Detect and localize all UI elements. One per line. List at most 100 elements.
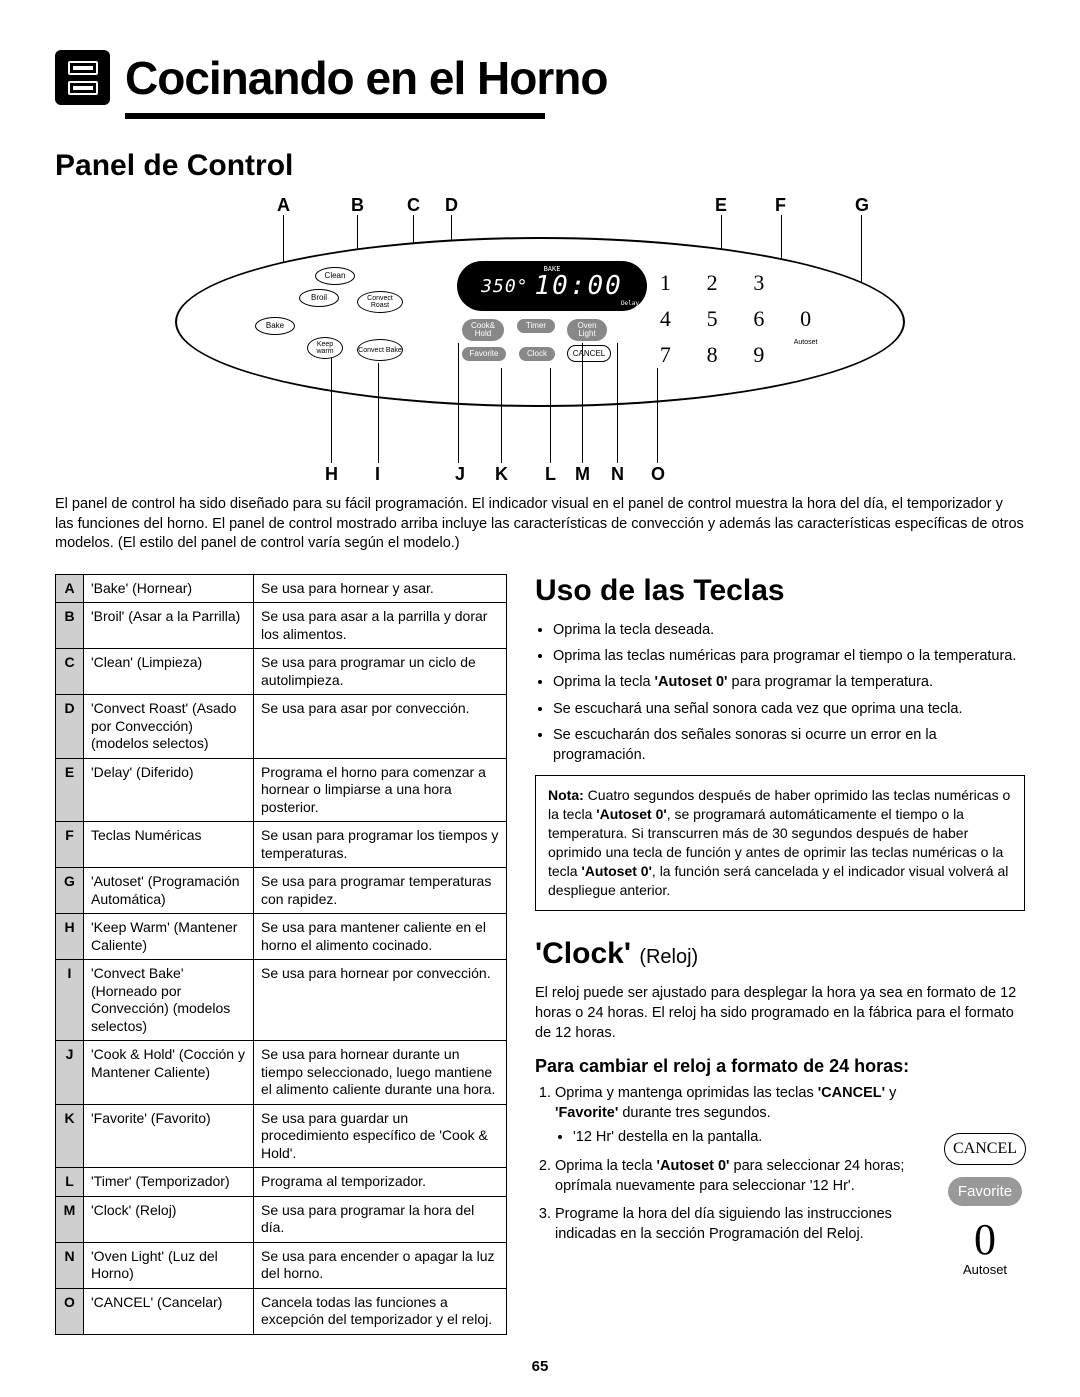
table-key: A bbox=[56, 574, 84, 603]
table-key: J bbox=[56, 1041, 84, 1105]
callout-L: L bbox=[545, 464, 556, 485]
favorite-icon: Favorite bbox=[948, 1177, 1022, 1206]
callout-F: F bbox=[775, 195, 786, 216]
reference-table: A'Bake' (Hornear)Se usa para hornear y a… bbox=[55, 574, 507, 1335]
table-key: I bbox=[56, 960, 84, 1041]
main-title: Cocinando en el Horno bbox=[125, 51, 607, 105]
lcd-temp: 350° bbox=[481, 276, 528, 297]
clock-title-main: 'Clock' bbox=[535, 937, 631, 970]
clock-pad[interactable]: Clock bbox=[519, 347, 555, 361]
cook-hold-pad[interactable]: Cook& Hold bbox=[462, 319, 504, 341]
table-name: Teclas Numéricas bbox=[84, 822, 254, 868]
lcd-mode: BAKE bbox=[544, 265, 561, 273]
table-name: 'Keep Warm' (Mantener Caliente) bbox=[84, 914, 254, 960]
callout-C: C bbox=[407, 195, 420, 216]
callout-A: A bbox=[277, 195, 290, 216]
section-control-panel-title: Panel de Control bbox=[55, 149, 1025, 183]
uso-bullet: Se escuchará una señal sonora cada vez q… bbox=[553, 699, 1025, 719]
uso-bullet: Oprima las teclas numéricas para program… bbox=[553, 646, 1025, 666]
title-rule bbox=[125, 113, 545, 119]
clock-step: Oprima y mantenga oprimidas las teclas '… bbox=[555, 1083, 915, 1148]
bake-pad[interactable]: Bake bbox=[255, 317, 295, 335]
intro-paragraph: El panel de control ha sido diseñado par… bbox=[55, 495, 1025, 554]
table-desc: Se usa para asar a la parrilla y dorar l… bbox=[254, 603, 507, 649]
table-desc: Se usan para programar los tiempos y tem… bbox=[254, 822, 507, 868]
key-4[interactable]: 4 bbox=[648, 303, 683, 335]
callout-O: O bbox=[651, 464, 665, 485]
key-7[interactable]: 7 bbox=[648, 339, 683, 371]
table-key: O bbox=[56, 1288, 84, 1334]
table-desc: Programa el horno para comenzar a hornea… bbox=[254, 758, 507, 822]
table-desc: Se usa para mantener caliente en el horn… bbox=[254, 914, 507, 960]
table-desc: Se usa para hornear y asar. bbox=[254, 574, 507, 603]
autoset-icon-label: Autoset bbox=[963, 1262, 1007, 1277]
clock-title-sub: (Reloj) bbox=[639, 946, 698, 968]
clean-pad[interactable]: Clean bbox=[315, 267, 355, 285]
table-key: K bbox=[56, 1104, 84, 1168]
cancel-pad[interactable]: CANCEL bbox=[567, 345, 611, 362]
table-desc: Se usa para asar por convección. bbox=[254, 695, 507, 759]
table-key: C bbox=[56, 649, 84, 695]
key-2[interactable]: 2 bbox=[695, 267, 730, 299]
timer-pad[interactable]: Timer bbox=[517, 319, 555, 333]
zero-icon: 0 bbox=[963, 1218, 1007, 1262]
clock-step-sub: '12 Hr' destella en la pantalla. bbox=[573, 1127, 915, 1147]
table-name: 'Clock' (Reloj) bbox=[84, 1196, 254, 1242]
lcd-delay: Delay bbox=[621, 300, 639, 307]
callout-B: B bbox=[351, 195, 364, 216]
uso-bullet: Oprima la tecla deseada. bbox=[553, 620, 1025, 640]
convect-roast-pad[interactable]: Convect Roast bbox=[357, 291, 403, 313]
key-0[interactable]: 0 bbox=[788, 303, 823, 335]
table-name: 'CANCEL' (Cancelar) bbox=[84, 1288, 254, 1334]
table-name: 'Cook & Hold' (Cocción y Mantener Calien… bbox=[84, 1041, 254, 1105]
convect-bake-pad[interactable]: Convect Bake bbox=[357, 339, 403, 361]
keepwarm-pad[interactable]: Keep warm bbox=[307, 337, 343, 359]
clock-title: 'Clock' (Reloj) bbox=[535, 937, 1025, 971]
table-name: 'Timer' (Temporizador) bbox=[84, 1168, 254, 1197]
callout-D: D bbox=[445, 195, 458, 216]
key-5[interactable]: 5 bbox=[695, 303, 730, 335]
key-8[interactable]: 8 bbox=[695, 339, 730, 371]
key-1[interactable]: 1 bbox=[648, 267, 683, 299]
favorite-pad[interactable]: Favorite bbox=[462, 347, 506, 361]
table-name: 'Oven Light' (Luz del Horno) bbox=[84, 1242, 254, 1288]
callout-H: H bbox=[325, 464, 338, 485]
table-name: 'Favorite' (Favorito) bbox=[84, 1104, 254, 1168]
key-6[interactable]: 6 bbox=[742, 303, 777, 335]
lcd-time: 10:00 bbox=[535, 271, 623, 301]
table-desc: Se usa para hornear durante un tiempo se… bbox=[254, 1041, 507, 1105]
broil-pad[interactable]: Broil bbox=[299, 289, 339, 307]
table-name: 'Convect Bake' (Horneado por Convección)… bbox=[84, 960, 254, 1041]
table-desc: Se usa para programar la hora del día. bbox=[254, 1196, 507, 1242]
table-key: G bbox=[56, 868, 84, 914]
table-key: E bbox=[56, 758, 84, 822]
numeric-keypad[interactable]: 1 2 3 4 5 6 0 7 8 9 Autoset bbox=[648, 267, 823, 371]
table-name: 'Bake' (Hornear) bbox=[84, 574, 254, 603]
table-desc: Se usa para programar temperaturas con r… bbox=[254, 868, 507, 914]
table-name: 'Autoset' (Programación Automática) bbox=[84, 868, 254, 914]
table-key: L bbox=[56, 1168, 84, 1197]
control-panel-diagram: A B C D E F G Clean Broil Bake Keep warm… bbox=[55, 195, 1025, 485]
lcd-display: BAKE 350° 10:00 Delay bbox=[457, 261, 647, 311]
table-desc: Cancela todas las funciones a excepción … bbox=[254, 1288, 507, 1334]
uso-title: Uso de las Teclas bbox=[535, 574, 1025, 608]
callout-I: I bbox=[375, 464, 380, 485]
callout-G: G bbox=[855, 195, 869, 216]
table-key: D bbox=[56, 695, 84, 759]
table-key: H bbox=[56, 914, 84, 960]
table-key: N bbox=[56, 1242, 84, 1288]
table-key: M bbox=[56, 1196, 84, 1242]
callout-E: E bbox=[715, 195, 727, 216]
callout-N: N bbox=[611, 464, 624, 485]
panel-oval: Clean Broil Bake Keep warm Convect Roast… bbox=[175, 237, 905, 407]
uso-bullet: Oprima la tecla 'Autoset 0' para program… bbox=[553, 672, 1025, 692]
table-name: 'Delay' (Diferido) bbox=[84, 758, 254, 822]
table-key: F bbox=[56, 822, 84, 868]
clock-step: Oprima la tecla 'Autoset 0' para selecci… bbox=[555, 1156, 915, 1197]
key-3[interactable]: 3 bbox=[742, 267, 777, 299]
table-desc: Se usa para encender o apagar la luz del… bbox=[254, 1242, 507, 1288]
callout-M: M bbox=[575, 464, 590, 485]
key-9[interactable]: 9 bbox=[742, 339, 777, 371]
table-desc: Se usa para hornear por convección. bbox=[254, 960, 507, 1041]
oven-light-pad[interactable]: Oven Light bbox=[567, 319, 607, 341]
